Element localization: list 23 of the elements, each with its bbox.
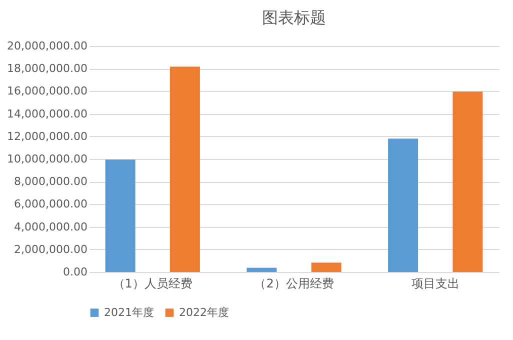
bar	[388, 138, 418, 272]
bar	[311, 262, 342, 272]
bar	[246, 268, 277, 272]
y-tick-label: 8,000,000.00	[14, 175, 88, 188]
y-tick-label: 6,000,000.00	[14, 198, 88, 211]
y-tick-label: 12,000,000.00	[7, 130, 88, 143]
y-tick-label: 0.00	[63, 266, 88, 278]
y-tick-label: 16,000,000.00	[7, 84, 88, 98]
y-tick-label: 4,000,000.00	[14, 220, 88, 234]
x-tick-label: （2）公用经费	[254, 276, 334, 290]
y-tick-label: 18,000,000.00	[7, 62, 88, 76]
legend-label: 2021年度	[104, 306, 154, 319]
bar	[170, 66, 200, 272]
y-tick-label: 10,000,000.00	[7, 152, 88, 166]
legend-label: 2022年度	[179, 306, 229, 319]
x-tick-label: 项目支出	[411, 276, 460, 290]
y-tick-label: 14,000,000.00	[7, 107, 88, 120]
x-tick-label: （1）人员经费	[112, 276, 192, 290]
y-tick-label: 2,000,000.00	[14, 242, 88, 256]
bar	[105, 160, 136, 272]
y-tick-label: 20,000,000.00	[7, 40, 88, 52]
bar	[452, 92, 483, 272]
chart-title: 图表标题	[262, 8, 326, 27]
